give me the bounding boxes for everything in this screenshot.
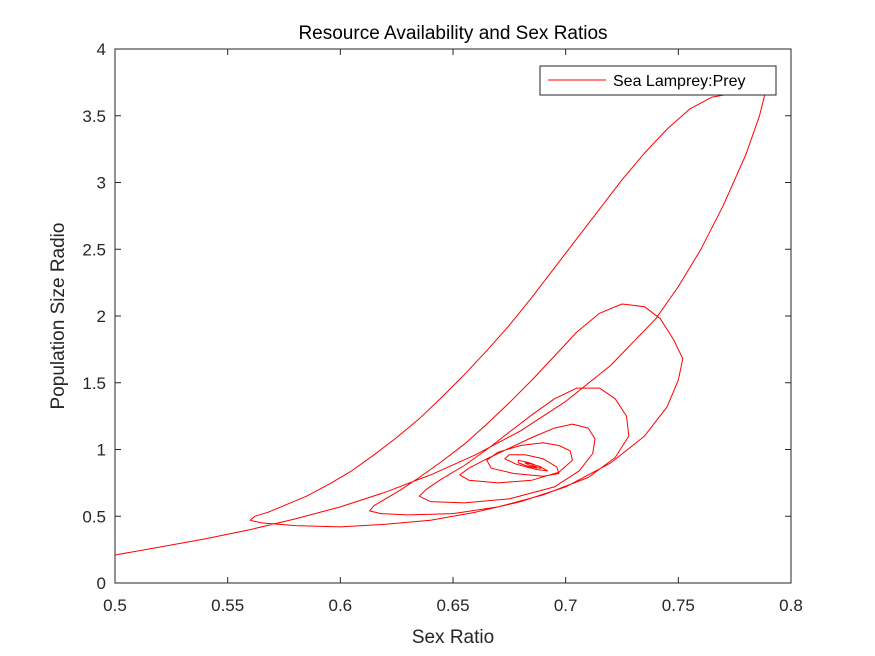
tick-group — [114, 48, 792, 584]
x-tick-label: 0.7 — [554, 596, 578, 615]
x-tick-label: 0.65 — [436, 596, 469, 615]
y-tick-label: 2 — [97, 307, 106, 326]
axes-background — [114, 48, 792, 584]
legend[interactable]: Sea Lamprey:Prey — [539, 65, 777, 96]
y-tick-label: 3 — [97, 174, 106, 193]
tick-label-group: 0.5 0.55 0.6 0.65 0.7 0.75 0.8 0 0.5 1 1.5 2 2.5 3 3.5… — [82, 40, 802, 615]
x-tick-label: 0.8 — [779, 596, 803, 615]
y-tick-label: 4 — [97, 40, 106, 59]
y-tick-label: 1.5 — [82, 374, 106, 393]
y-tick-label: 3.5 — [82, 107, 106, 126]
y-tick-label: 2.5 — [82, 240, 106, 259]
y-axis-label: Population Size Radio — [48, 223, 69, 410]
y-tick-label: 1 — [97, 441, 106, 460]
legend-entry-label: Sea Lamprey:Prey — [613, 73, 746, 90]
x-axis-label: Sex Ratio — [412, 627, 494, 648]
series-line-sea-lamprey-prey — [114, 85, 767, 556]
y-tick-label: 0 — [97, 574, 106, 593]
x-tick-label: 0.55 — [211, 596, 244, 615]
x-tick-label: 0.6 — [329, 596, 353, 615]
x-tick-label: 0.75 — [662, 596, 695, 615]
series-group — [114, 85, 767, 556]
x-tick-label: 0.5 — [103, 596, 127, 615]
chart-title: Resource Availability and Sex Ratios — [298, 23, 607, 44]
y-tick-label: 0.5 — [82, 507, 106, 526]
